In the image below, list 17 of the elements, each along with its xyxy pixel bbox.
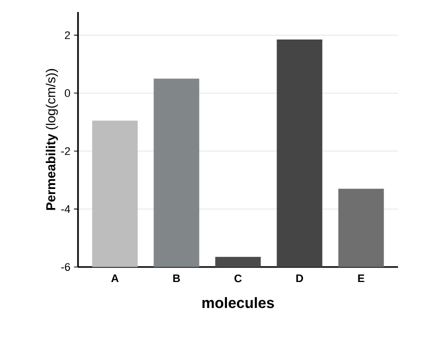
bar xyxy=(92,120,138,267)
y-tick-label: -2 xyxy=(61,147,70,155)
bar xyxy=(276,40,322,267)
bar xyxy=(215,256,261,267)
x-tick-label: B xyxy=(173,274,180,282)
y-tick-label: -4 xyxy=(61,205,70,213)
bar xyxy=(338,188,384,267)
y-tick-label: 0 xyxy=(64,89,70,98)
y-tick-label: 2 xyxy=(64,31,70,40)
y-tick-label: -6 xyxy=(61,263,70,271)
x-axis-title: molecules xyxy=(202,297,274,308)
x-tick-label: C xyxy=(234,274,242,282)
x-tick-label: E xyxy=(358,274,364,282)
x-tick-label: D xyxy=(296,274,304,282)
y-axis-title: Permeability (log(cm/s)) xyxy=(46,69,58,210)
x-tick-label: A xyxy=(111,274,119,282)
bar xyxy=(154,78,200,267)
